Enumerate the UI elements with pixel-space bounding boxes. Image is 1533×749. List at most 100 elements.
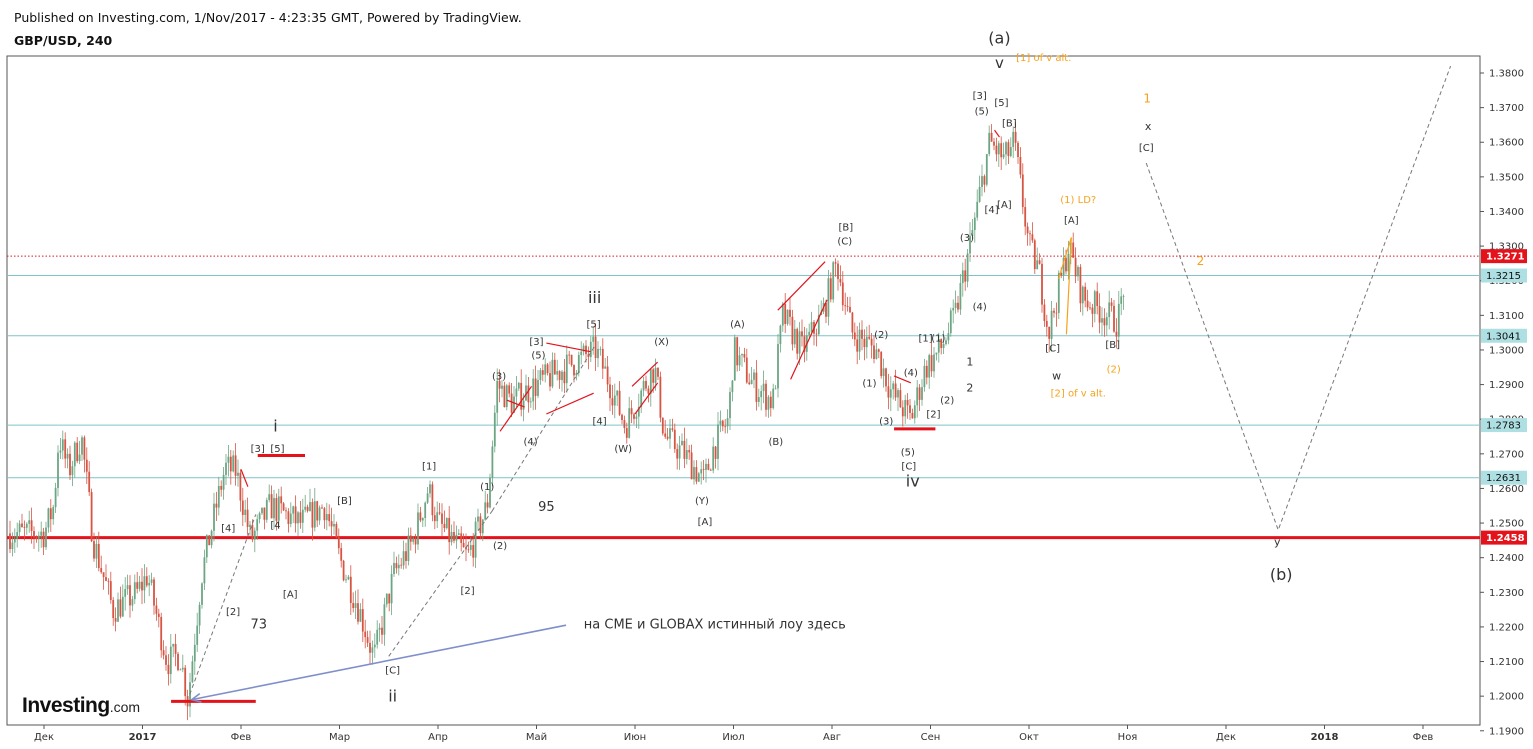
candle-body-237 — [577, 354, 580, 374]
candle-body-438 — [1060, 272, 1063, 276]
projection-line — [1145, 65, 1452, 532]
candle-body-145 — [357, 603, 359, 622]
candle-body-372 — [901, 407, 904, 417]
candle-body-179 — [438, 512, 441, 514]
wave-label-2: [1] of v alt. — [1016, 53, 1071, 64]
candle-body-375 — [909, 405, 911, 413]
candle-body-243 — [592, 336, 595, 342]
candle-body-276 — [671, 428, 674, 430]
candle-body-419 — [1014, 131, 1017, 143]
wave-label-31: (W) — [614, 444, 632, 455]
candle-body-268 — [652, 369, 655, 383]
candle-body-277 — [673, 429, 676, 450]
candle-body-390 — [945, 340, 947, 345]
wave-label-39: 95 — [538, 500, 555, 515]
candle-body-104 — [258, 513, 261, 520]
candle-body-257 — [625, 428, 628, 438]
candle-body-70 — [177, 653, 179, 671]
candle-body-14 — [42, 531, 45, 548]
candle-body-327 — [793, 328, 796, 345]
candle-body-240 — [585, 345, 587, 355]
candle-body-95 — [237, 472, 239, 476]
candle-body-329 — [798, 331, 801, 354]
candle-body-413 — [1000, 143, 1003, 158]
candle-body-10 — [33, 531, 35, 538]
candle-body-208 — [508, 385, 511, 394]
time-axis[interactable]: Дек 2017 Фев Мар Апр Май Июн Июл Авг Сен Окт Ноя Дек… — [34, 725, 1433, 743]
candle-body-262 — [637, 407, 640, 417]
wave-label-9: (3) — [960, 233, 974, 244]
wave-label-22: [C] — [901, 461, 916, 472]
candle-body-86 — [215, 503, 218, 508]
candle-body-123 — [304, 506, 307, 510]
candle-body-20 — [57, 452, 59, 488]
candle-body-200 — [489, 477, 491, 508]
level-tag-2 — [1481, 328, 1527, 343]
candle-body-162 — [397, 564, 400, 569]
candle-body-275 — [669, 428, 671, 439]
candle-body-431 — [1043, 304, 1046, 321]
candle-body-321 — [779, 325, 782, 345]
candle-body-394 — [954, 302, 957, 308]
candle-body-439 — [1062, 257, 1065, 276]
candle-body-361 — [875, 349, 878, 359]
candle-body-214 — [522, 400, 525, 410]
candle-body-389 — [942, 344, 945, 348]
level-lines — [7, 255, 1480, 540]
candle-body-362 — [877, 349, 880, 352]
candle-body-84 — [210, 530, 213, 546]
candle-body-124 — [306, 506, 309, 511]
candle-body-271 — [659, 376, 662, 418]
candle-body-216 — [527, 385, 530, 403]
candle-body-115 — [285, 510, 287, 512]
candle-body-454 — [1098, 306, 1101, 323]
candle-body-17 — [49, 508, 52, 520]
level-tag-3 — [1481, 418, 1527, 433]
wave-label-20: (3) — [879, 416, 893, 427]
candle-body-364 — [882, 368, 885, 377]
candle-body-293 — [712, 446, 715, 471]
candle-body-194 — [474, 521, 477, 558]
x-tick-label-1: 2017 — [129, 732, 157, 743]
candle-body-444 — [1074, 257, 1077, 277]
y-tick-label-1: 1.3700 — [1489, 103, 1524, 114]
wave-label-12: (1) — [931, 333, 945, 344]
candle-body-295 — [717, 424, 719, 459]
candle-body-141 — [347, 576, 350, 580]
candle-body-428 — [1036, 260, 1039, 270]
candle-body-147 — [361, 609, 364, 632]
candle-body-1 — [11, 542, 14, 550]
candle-body-45 — [117, 599, 119, 622]
candle-body-130 — [321, 507, 323, 509]
wave-label-50: [4] — [221, 524, 235, 535]
candle-body-110 — [273, 498, 275, 519]
x-tick-label-13: 2018 — [1311, 732, 1339, 743]
candle-body-404 — [978, 186, 981, 202]
candle-body-226 — [551, 359, 554, 387]
candle-body-345 — [837, 263, 839, 280]
candle-body-125 — [309, 502, 311, 511]
candle-body-333 — [808, 331, 811, 336]
candle-body-77 — [193, 644, 196, 662]
candle-body-186 — [455, 534, 458, 541]
candle-body-139 — [342, 560, 345, 581]
candle-body-4 — [18, 523, 21, 533]
candle-body-209 — [510, 393, 513, 413]
candle-body-242 — [589, 341, 592, 358]
trend-dash-2 — [491, 344, 597, 512]
price-axis[interactable]: 1.38001.37001.36001.35001.34001.33001.32… — [1480, 69, 1524, 738]
wave-label-16: [2] — [926, 409, 940, 420]
investing-logo[interactable]: Investing.com — [22, 694, 140, 718]
candle-body-310 — [753, 372, 755, 380]
candle-body-199 — [486, 502, 489, 508]
candle-body-54 — [138, 581, 141, 589]
wave-label-10: (4) — [973, 302, 987, 313]
candle-body-136 — [335, 523, 338, 538]
candle-body-449 — [1086, 300, 1089, 308]
candle-body-427 — [1033, 240, 1036, 270]
candle-body-25 — [69, 453, 71, 476]
candle-body-437 — [1057, 272, 1060, 313]
candle-body-261 — [635, 416, 638, 419]
candle-body-159 — [390, 574, 393, 604]
